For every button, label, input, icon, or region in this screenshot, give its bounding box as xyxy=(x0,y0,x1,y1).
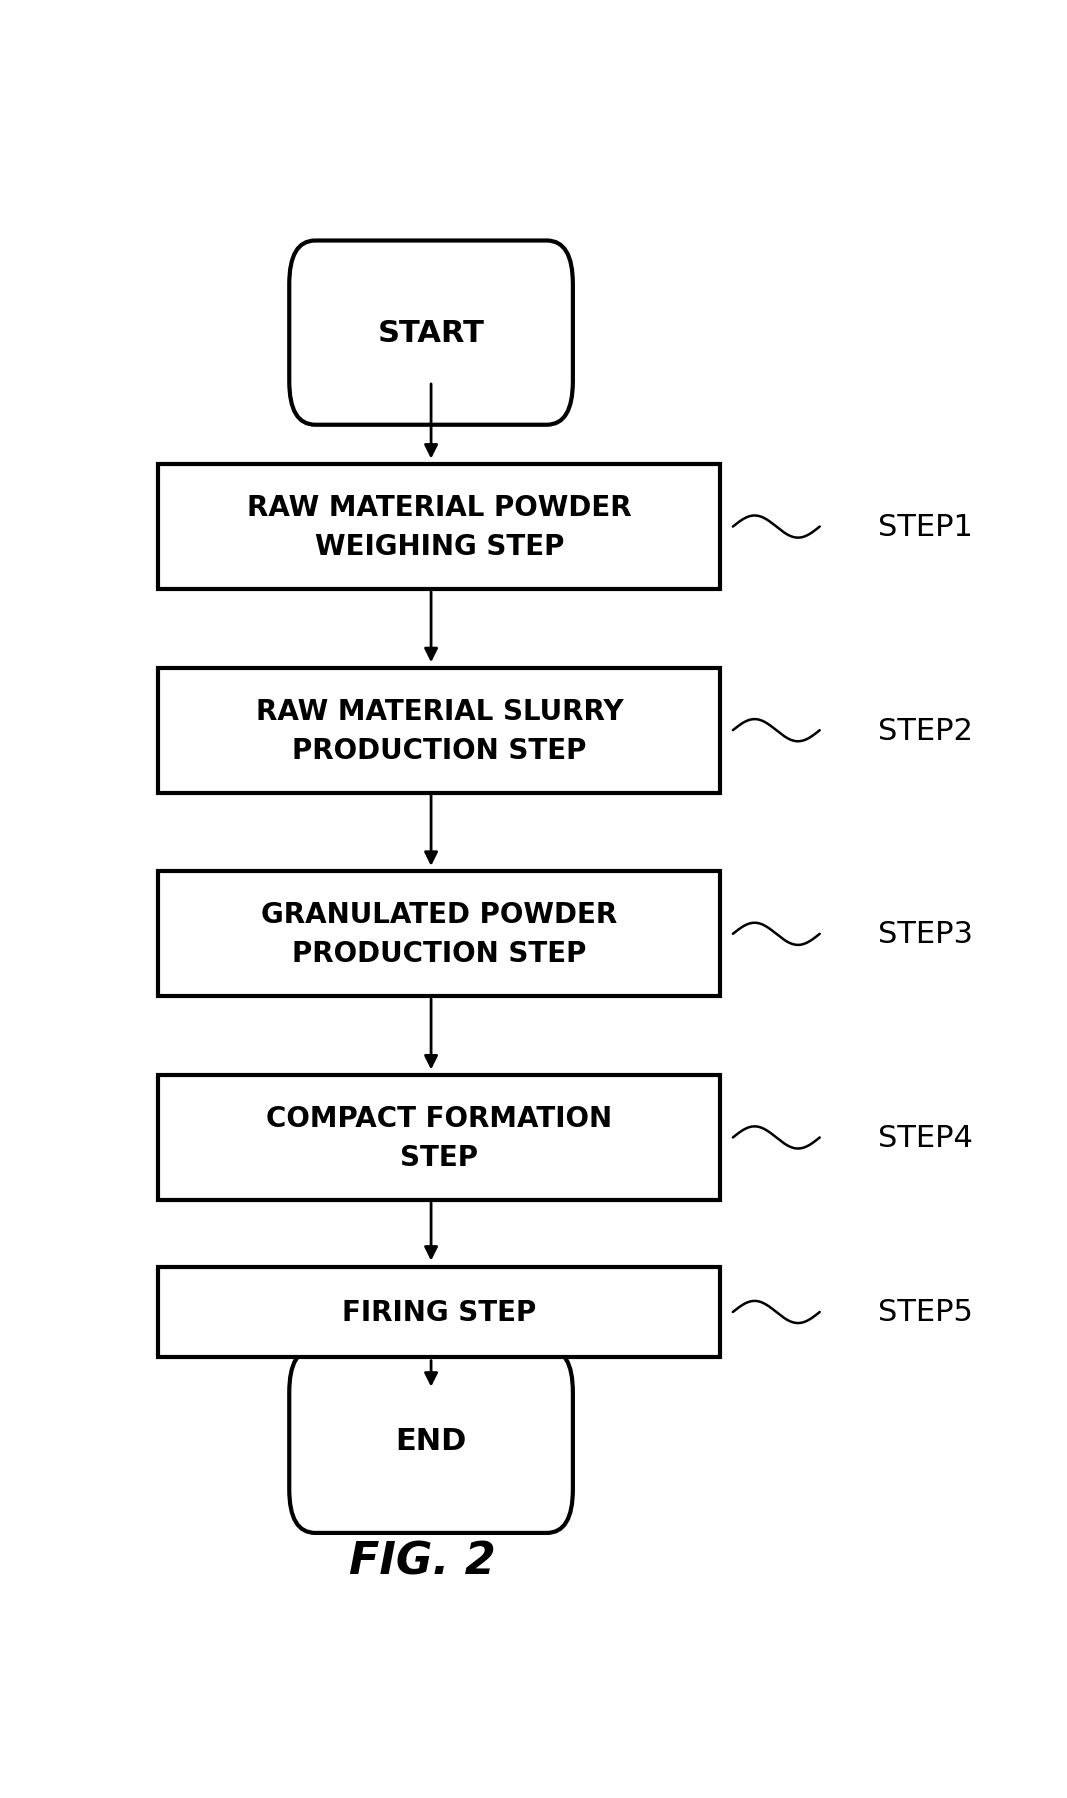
Text: STEP1: STEP1 xyxy=(878,512,972,541)
Text: STEP2: STEP2 xyxy=(878,716,972,746)
Bar xyxy=(158,466,720,590)
Text: RAW MATERIAL SLURRY
PRODUCTION STEP: RAW MATERIAL SLURRY PRODUCTION STEP xyxy=(255,698,623,764)
Text: START: START xyxy=(378,318,484,349)
Text: FIG. 2: FIG. 2 xyxy=(349,1539,496,1582)
Bar xyxy=(158,669,720,793)
Text: STEP3: STEP3 xyxy=(878,921,973,949)
Text: RAW MATERIAL POWDER
WEIGHING STEP: RAW MATERIAL POWDER WEIGHING STEP xyxy=(248,494,632,561)
FancyBboxPatch shape xyxy=(289,241,573,426)
Text: STEP5: STEP5 xyxy=(878,1298,972,1327)
Text: GRANULATED POWDER
PRODUCTION STEP: GRANULATED POWDER PRODUCTION STEP xyxy=(261,901,618,967)
FancyBboxPatch shape xyxy=(289,1348,573,1534)
Bar xyxy=(158,1268,720,1357)
Text: FIRING STEP: FIRING STEP xyxy=(343,1298,537,1327)
Text: END: END xyxy=(396,1426,466,1456)
Text: STEP4: STEP4 xyxy=(878,1124,972,1153)
Bar xyxy=(158,872,720,996)
Text: COMPACT FORMATION
STEP: COMPACT FORMATION STEP xyxy=(267,1104,612,1170)
Bar xyxy=(158,1075,720,1199)
